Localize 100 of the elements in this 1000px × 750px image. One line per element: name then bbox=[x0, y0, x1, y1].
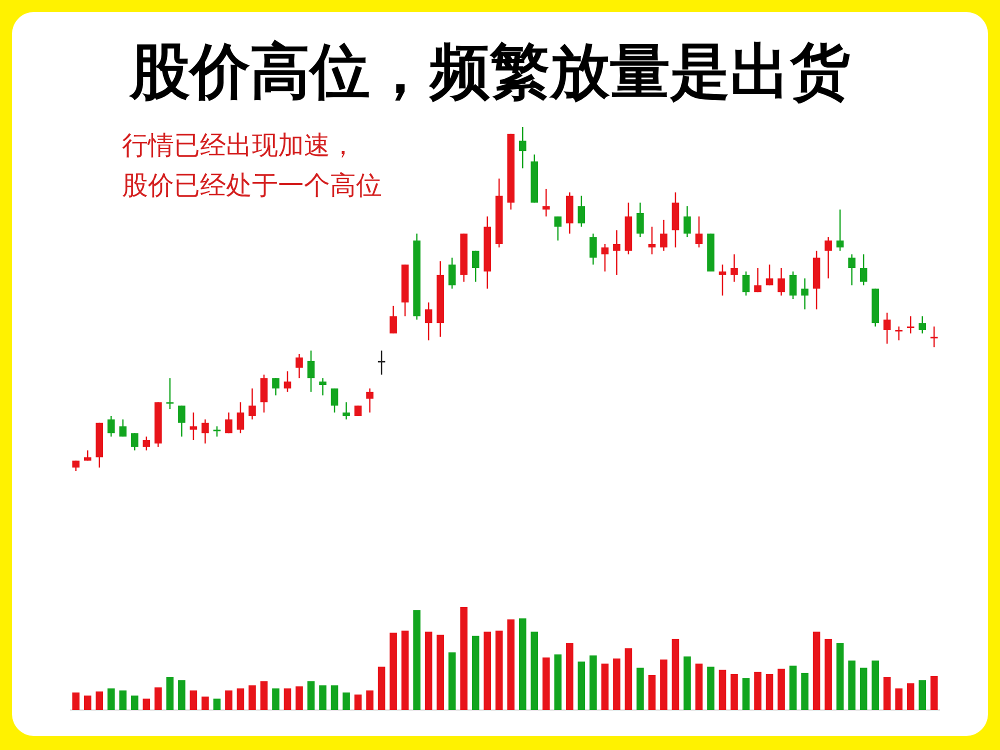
candlestick bbox=[378, 350, 386, 376]
bar bbox=[624, 648, 632, 710]
candlestick bbox=[366, 388, 374, 414]
candlestick bbox=[836, 208, 844, 252]
bar bbox=[742, 678, 750, 710]
bar bbox=[190, 690, 198, 710]
candlestick bbox=[178, 404, 186, 438]
bar bbox=[401, 630, 409, 710]
candlestick bbox=[801, 278, 808, 310]
bar bbox=[789, 666, 797, 710]
candlestick bbox=[330, 388, 338, 414]
candlestick bbox=[636, 202, 644, 238]
candlestick bbox=[119, 418, 127, 438]
bar bbox=[636, 668, 644, 710]
candlestick bbox=[554, 216, 562, 242]
candlestick bbox=[860, 254, 868, 286]
bar bbox=[484, 632, 492, 710]
bar bbox=[366, 690, 374, 710]
bar bbox=[684, 656, 691, 710]
candlestick bbox=[342, 402, 350, 420]
bar bbox=[648, 674, 656, 710]
bar bbox=[542, 657, 550, 710]
bar bbox=[895, 688, 902, 710]
bar bbox=[272, 688, 280, 710]
bar bbox=[613, 658, 620, 710]
bar bbox=[108, 688, 115, 710]
bar bbox=[319, 685, 326, 710]
bar bbox=[284, 688, 292, 710]
bar bbox=[872, 660, 879, 710]
bar bbox=[448, 652, 456, 710]
bar bbox=[472, 636, 480, 710]
candlestick bbox=[284, 370, 292, 393]
bar bbox=[248, 685, 256, 710]
candlestick bbox=[296, 353, 303, 379]
bar bbox=[718, 670, 726, 710]
candlestick bbox=[930, 326, 938, 348]
bar bbox=[142, 698, 150, 710]
bar bbox=[566, 643, 574, 710]
candlestick bbox=[883, 312, 891, 344]
candlestick bbox=[307, 350, 315, 393]
candlestick bbox=[202, 418, 209, 444]
bar bbox=[578, 662, 586, 710]
bar bbox=[695, 664, 703, 710]
bar bbox=[554, 654, 562, 710]
bar bbox=[166, 677, 174, 710]
bar bbox=[906, 683, 914, 710]
candlestick bbox=[695, 216, 703, 248]
bar bbox=[518, 618, 526, 710]
candlestick bbox=[225, 412, 232, 434]
bar bbox=[507, 619, 515, 710]
candlestick bbox=[354, 404, 362, 417]
bar bbox=[96, 691, 104, 710]
candlestick bbox=[613, 230, 620, 276]
bar bbox=[766, 674, 774, 710]
bar bbox=[660, 660, 668, 710]
annotation: 股价已经处于一个高位 bbox=[122, 171, 382, 201]
bar bbox=[354, 694, 362, 710]
candlestick bbox=[742, 270, 750, 296]
candlestick bbox=[660, 219, 668, 252]
candlestick bbox=[766, 264, 774, 286]
bar bbox=[260, 681, 268, 710]
bar bbox=[590, 655, 597, 710]
candlestick bbox=[390, 305, 397, 334]
candlestick bbox=[590, 232, 597, 266]
candlestick bbox=[213, 426, 221, 438]
bar bbox=[530, 632, 538, 710]
bar bbox=[119, 690, 127, 710]
candlestick bbox=[236, 402, 244, 434]
candlestick bbox=[684, 205, 691, 238]
bar bbox=[801, 672, 808, 710]
bar bbox=[812, 632, 820, 710]
candlestick bbox=[142, 436, 150, 452]
candlestick bbox=[542, 188, 550, 218]
candlestick bbox=[166, 377, 174, 410]
candlestick bbox=[518, 126, 526, 169]
candlestick bbox=[448, 257, 456, 290]
bar bbox=[154, 687, 162, 710]
bar bbox=[930, 676, 938, 710]
bar bbox=[330, 685, 338, 710]
bar bbox=[72, 692, 80, 710]
candlestick bbox=[578, 195, 586, 228]
bar bbox=[131, 696, 138, 710]
bar bbox=[424, 632, 432, 710]
bar bbox=[307, 681, 315, 710]
bar bbox=[390, 632, 397, 710]
bar bbox=[836, 643, 844, 710]
candlestick bbox=[472, 250, 480, 282]
candlestick bbox=[906, 316, 914, 334]
candlestick bbox=[848, 254, 856, 286]
bar bbox=[918, 680, 926, 710]
bar bbox=[601, 664, 609, 710]
candlestick bbox=[895, 326, 902, 341]
bar bbox=[378, 666, 386, 710]
bar bbox=[883, 677, 891, 710]
chart-title: 股价高位，频繁放量是出货 bbox=[128, 37, 850, 107]
bar bbox=[778, 668, 785, 710]
candlestick bbox=[789, 270, 797, 300]
candlestick bbox=[319, 377, 326, 396]
bar bbox=[848, 660, 856, 710]
annotation: 行情已经出现加速， bbox=[122, 131, 356, 161]
